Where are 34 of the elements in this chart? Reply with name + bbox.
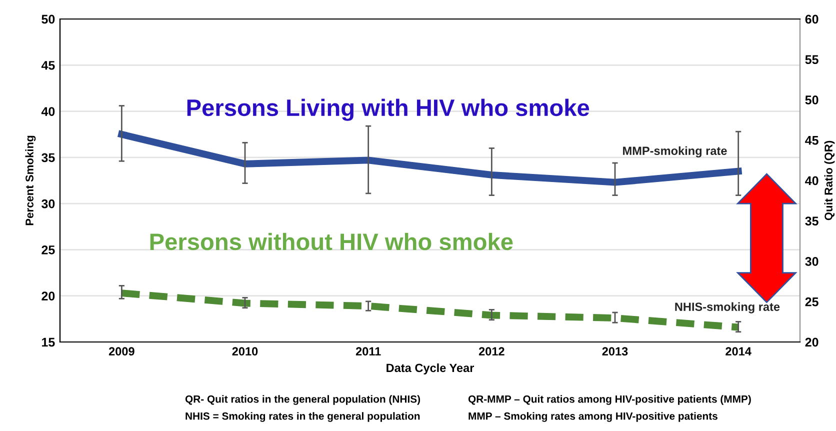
text: QR- Quit ratios in the general population (NHIS) [185, 395, 420, 405]
y-tick-label: 15 [42, 338, 55, 347]
series-label: NHIS-smoking rate [675, 302, 780, 314]
y2-axis-title: Quit Ratio (QR) [824, 140, 835, 220]
x-tick-label: 2011 [356, 347, 381, 356]
x-tick-label: 2012 [478, 347, 504, 356]
x-axis-title: Data Cycle Year [386, 363, 474, 374]
y2-tick-label: 30 [805, 257, 818, 266]
x-tick-label: 2009 [108, 347, 134, 356]
y2-tick-label: 40 [805, 176, 818, 186]
y2-tick-label: 35 [805, 216, 818, 226]
text: QR-MMP – Quit ratios among HIV-positive patients (MMP) [468, 395, 751, 405]
y2-tick-label: 20 [805, 338, 818, 347]
y2-tick-label: 25 [805, 297, 818, 306]
annotation: Persons without HIV who smoke [150, 232, 513, 250]
y-tick-label: 30 [42, 199, 55, 208]
y2-tick-label: 45 [805, 136, 818, 145]
text: MMP – Smoking rates among HIV-positive patients [468, 412, 718, 422]
y-tick-label: 25 [42, 246, 55, 254]
x-tick-label: 2013 [602, 347, 628, 356]
y2-tick-label: 50 [805, 96, 818, 104]
y2-tick-label: 60 [805, 14, 818, 24]
y-tick-label: 40 [41, 107, 55, 116]
text: NHIS = Smoking rates in the general population [186, 412, 420, 422]
y-tick-label: 35 [42, 153, 55, 162]
y-axis-title: Percent Smoking [25, 136, 36, 226]
y2-tick-label: 55 [805, 55, 818, 64]
y-tick-label: 50 [42, 14, 55, 24]
y-tick-label: 20 [42, 292, 55, 301]
x-tick-label: 2014 [726, 347, 752, 356]
series-label: MMP-smoking rate [623, 146, 727, 158]
x-tick-label: 2010 [232, 347, 258, 356]
annotation: Persons Living with HIV who smoke [187, 98, 590, 121]
y-tick-label: 45 [41, 61, 55, 70]
